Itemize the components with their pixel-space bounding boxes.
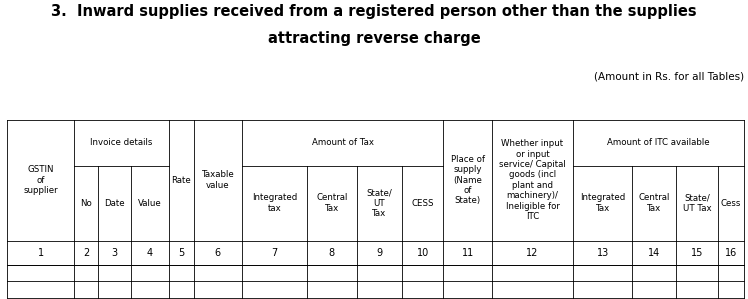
Text: Integrated
tax: Integrated tax [252, 193, 297, 213]
Text: Date: Date [105, 199, 125, 208]
Text: Integrated
Tax: Integrated Tax [580, 193, 625, 213]
Text: 3.  Inward supplies received from a registered person other than the supplies: 3. Inward supplies received from a regis… [51, 4, 697, 19]
Text: State/
UT Tax: State/ UT Tax [683, 193, 711, 213]
Text: 14: 14 [648, 248, 660, 258]
Text: 16: 16 [725, 248, 737, 258]
Text: 13: 13 [596, 248, 609, 258]
Text: Invoice details: Invoice details [90, 138, 153, 147]
Text: Value: Value [138, 199, 162, 208]
Text: State/
UT
Tax: State/ UT Tax [367, 188, 392, 218]
Text: Central
Tax: Central Tax [316, 193, 347, 213]
Text: 10: 10 [417, 248, 429, 258]
Text: 9: 9 [376, 248, 382, 258]
Text: Rate: Rate [171, 176, 191, 184]
Text: 5: 5 [178, 248, 185, 258]
Text: 4: 4 [147, 248, 153, 258]
Text: Central
Tax: Central Tax [639, 193, 670, 213]
Text: GSTIN
of
supplier: GSTIN of supplier [23, 165, 58, 195]
Text: (Amount in Rs. for all Tables): (Amount in Rs. for all Tables) [594, 72, 744, 82]
Text: No: No [80, 199, 92, 208]
Text: 8: 8 [328, 248, 335, 258]
Text: 15: 15 [691, 248, 703, 258]
Text: CESS: CESS [411, 199, 434, 208]
Text: 6: 6 [215, 248, 221, 258]
Text: Taxable
value: Taxable value [201, 170, 234, 190]
Text: 11: 11 [462, 248, 473, 258]
Text: 7: 7 [272, 248, 278, 258]
Text: Place of
supply
(Name
of
State): Place of supply (Name of State) [450, 155, 485, 205]
Text: Whether input
or input
service/ Capital
goods (incl
plant and
machinery)/
Inelig: Whether input or input service/ Capital … [499, 139, 566, 221]
Text: 2: 2 [83, 248, 89, 258]
Text: Cess: Cess [721, 199, 741, 208]
Text: 3: 3 [111, 248, 117, 258]
Text: attracting reverse charge: attracting reverse charge [268, 31, 480, 46]
Text: 1: 1 [37, 248, 43, 258]
Text: Amount of Tax: Amount of Tax [312, 138, 374, 147]
Text: Amount of ITC available: Amount of ITC available [607, 138, 710, 147]
Text: 12: 12 [527, 248, 539, 258]
